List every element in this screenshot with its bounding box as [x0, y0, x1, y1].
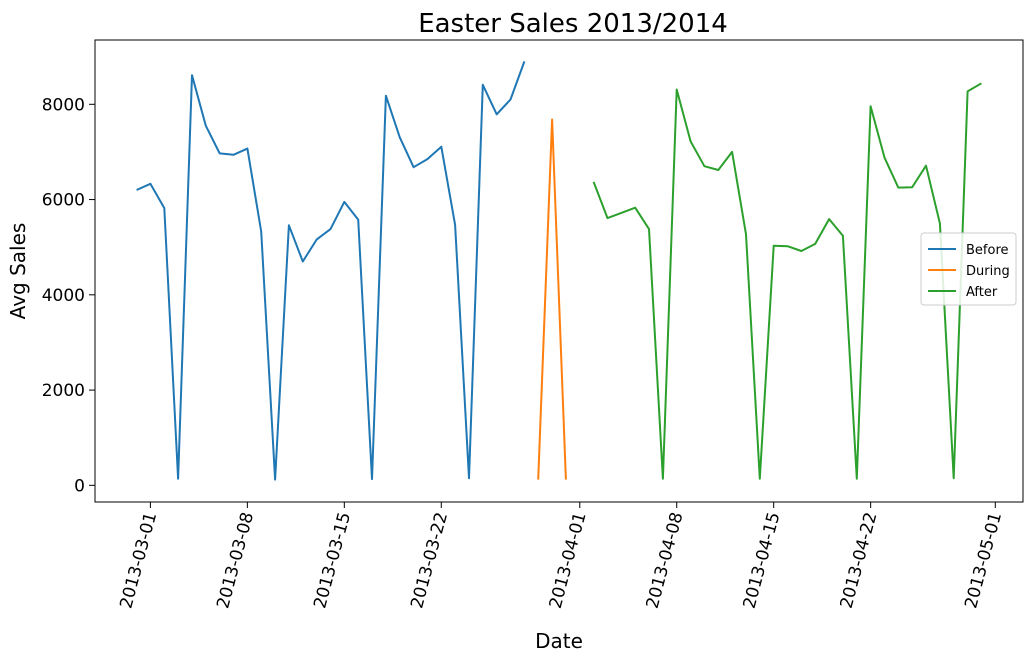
y-tick-label: 4000 [42, 286, 85, 306]
legend-box [920, 232, 1017, 306]
chart-title: Easter Sales 2013/2014 [418, 9, 728, 39]
y-axis: 0 2000 4000 6000 8000 [42, 95, 95, 496]
y-tick-label: 0 [74, 476, 85, 496]
legend-label: Before [966, 243, 1009, 258]
series-line-during [537, 118, 567, 480]
y-axis-label: Avg Sales [6, 223, 30, 320]
series-layer [136, 61, 982, 481]
y-tick-label: 2000 [42, 381, 85, 401]
legend-label: After [966, 285, 998, 300]
legend-label: During [966, 264, 1010, 279]
series-line-before [136, 61, 526, 481]
y-tick-label: 6000 [42, 191, 85, 211]
y-tick-label: 8000 [42, 95, 85, 115]
plot-area [94, 39, 1024, 503]
legend: Before During After [920, 232, 1017, 306]
x-axis-label: Date [535, 629, 583, 653]
plot-frame [94, 39, 1024, 503]
series-line-after [592, 82, 982, 480]
